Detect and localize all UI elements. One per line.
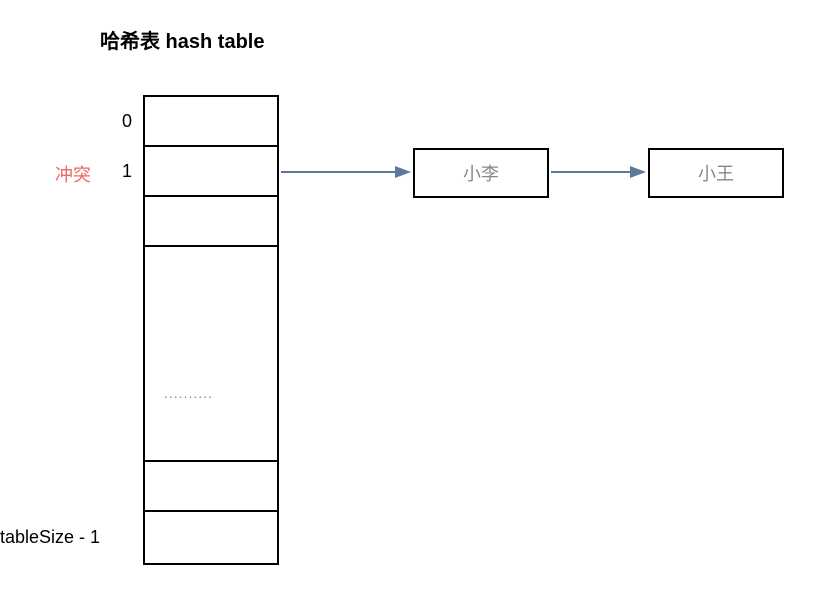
table-cell-0	[145, 97, 277, 147]
index-label-0: 0	[122, 111, 132, 132]
table-cell-2	[145, 197, 277, 247]
table-cell-1	[145, 147, 277, 197]
chain-node-2: 小王	[648, 148, 784, 198]
arrows-svg	[0, 0, 821, 615]
chain-node-2-text: 小王	[698, 160, 734, 186]
hash-table-container	[143, 95, 279, 565]
collision-label: 冲突	[55, 161, 91, 187]
chain-node-1-text: 小李	[463, 160, 499, 186]
table-size-label: tableSize - 1	[0, 527, 100, 548]
table-cell-5	[145, 512, 277, 562]
index-label-1: 1	[122, 161, 132, 182]
chain-node-1: 小李	[413, 148, 549, 198]
table-cell-3	[145, 247, 277, 462]
table-cell-4	[145, 462, 277, 512]
diagram-title: 哈希表 hash table	[100, 25, 264, 54]
ellipsis-label: ..........	[164, 385, 213, 401]
